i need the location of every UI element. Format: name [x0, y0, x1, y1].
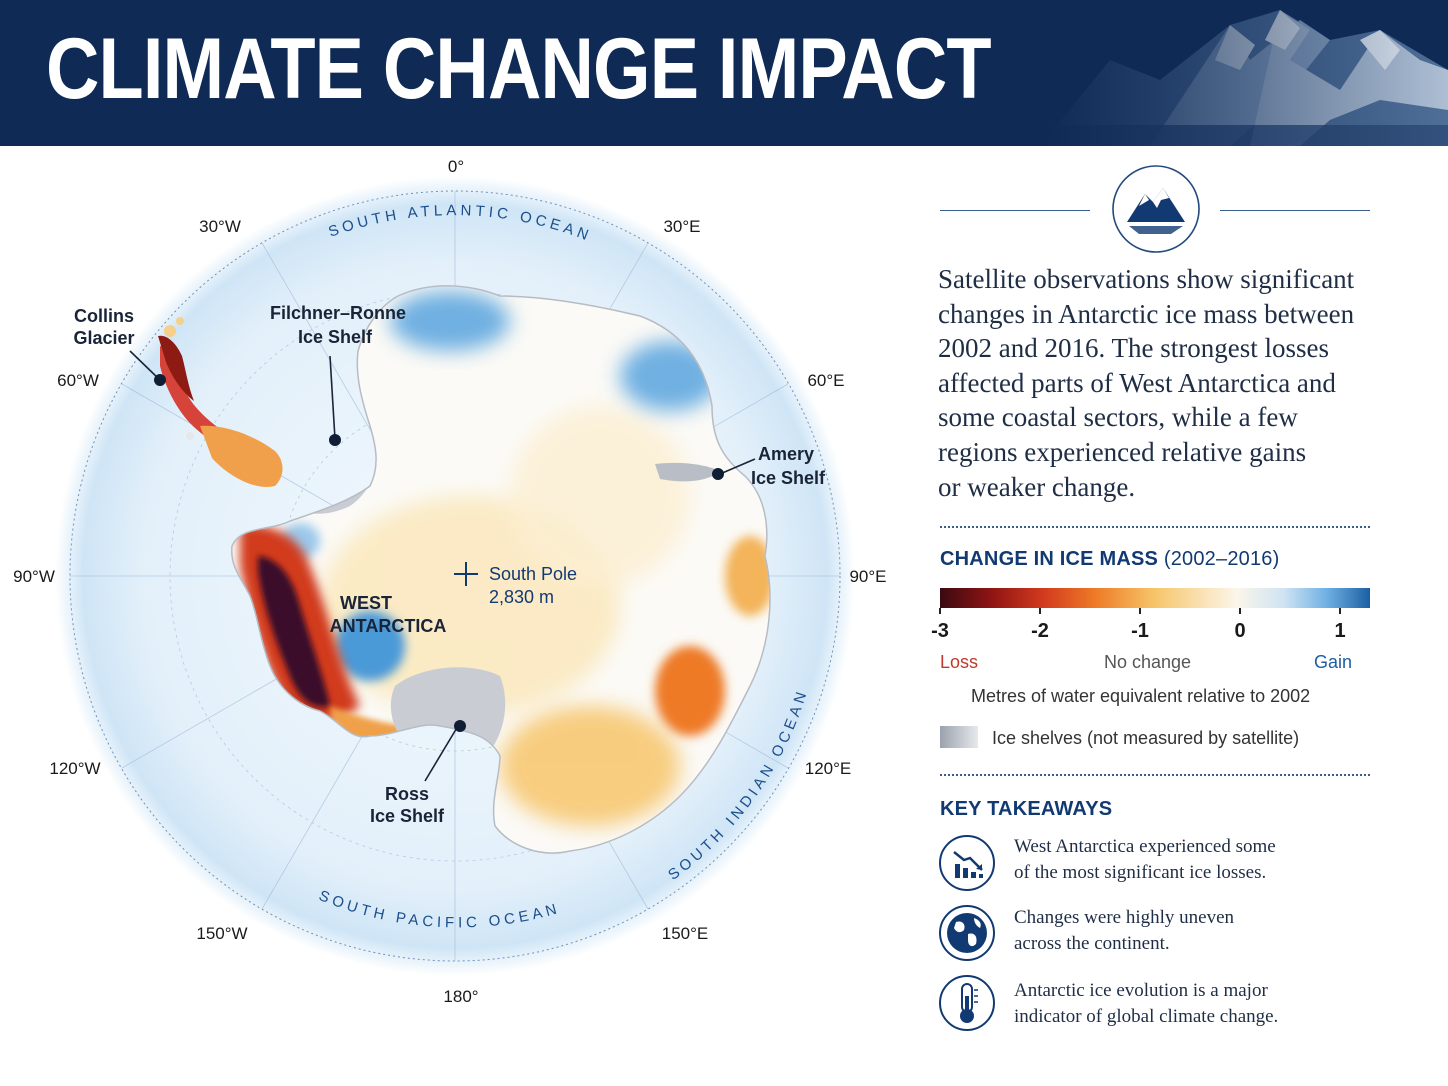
no-change-label: No change	[1104, 652, 1192, 672]
takeaway-line: West Antarctica experienced some	[1014, 836, 1276, 857]
collins-label-1: Collins	[74, 306, 134, 326]
takeaway-line: indicator of global climate change.	[1014, 1006, 1279, 1027]
collins-label-2: Glacier	[73, 328, 134, 348]
label-180: 180°	[443, 987, 478, 1006]
amery-marker	[712, 468, 724, 480]
antarctica-map: SOUTH ATLANTIC OCEAN SOUTH PACIFIC OCEAN…	[13, 157, 886, 1006]
mountain-iceberg-icon	[1112, 165, 1200, 253]
scale-tick	[1139, 608, 1141, 614]
west-label-1: WEST	[340, 593, 392, 613]
takeaway-2-text: Changes were highly uneven across the co…	[1014, 905, 1344, 957]
label-30w: 30°W	[199, 217, 241, 236]
takeaway-line: across the continent.	[1014, 933, 1170, 954]
thermometer-icon	[939, 975, 995, 1031]
filchner-label-2: Ice Shelf	[298, 327, 373, 347]
takeaway-line: Antarctic ice evolution is a major	[1014, 980, 1268, 1001]
antarctic-peninsula	[158, 317, 283, 487]
divider-left	[940, 210, 1090, 211]
label-60e: 60°E	[807, 371, 844, 390]
amery-shelf	[655, 462, 720, 482]
loss-label: Loss	[940, 652, 979, 672]
header-banner: CLIMATE CHANGE IMPACT	[0, 0, 1448, 146]
legend-title-text: CHANGE IN ICE MASS	[940, 548, 1159, 570]
dotted-divider	[940, 526, 1370, 528]
south-pole-cross-icon	[454, 562, 478, 586]
divider-right	[1220, 210, 1370, 211]
legend-title: CHANGE IN ICE MASS (2002–2016)	[940, 548, 1279, 571]
gain-label: Gain	[1314, 652, 1353, 672]
filchner-label-1: Filchner–Ronne	[270, 303, 406, 323]
intro-line: 2002 and 2016. The strongest losses	[938, 333, 1329, 364]
intro-line: or weaker change.	[938, 471, 1136, 502]
globe-icon	[939, 905, 995, 961]
ross-marker	[454, 720, 466, 732]
pole-label-2: 2,830 m	[489, 587, 554, 607]
scale-tick-label: -1	[1131, 620, 1149, 642]
intro-text: Satellite observations show significant …	[938, 262, 1378, 504]
legend-years: (2002–2016)	[1163, 548, 1280, 570]
label-90w: 90°W	[13, 567, 55, 586]
declining-bar-chart-icon	[939, 835, 995, 891]
label-120w: 120°W	[49, 759, 100, 778]
label-150e: 150°E	[662, 924, 709, 943]
scale-tick-label: 1	[1334, 620, 1346, 642]
label-0: 0°	[448, 157, 464, 176]
label-120e: 120°E	[805, 759, 852, 778]
intro-line: Satellite observations show significant	[938, 264, 1355, 294]
collins-marker	[154, 374, 166, 386]
antarctica-continent	[231, 285, 771, 854]
ross-label-2: Ice Shelf	[370, 806, 445, 826]
mountain-backdrop	[0, 0, 1448, 146]
intro-line: some coastal sectors, while a few	[938, 402, 1298, 433]
takeaway-3-text: Antarctic ice evolution is a major indic…	[1014, 978, 1344, 1030]
pole-label-1: South Pole	[489, 564, 577, 584]
label-60w: 60°W	[57, 371, 99, 390]
info-panel: Satellite observations show significant …	[931, 146, 1378, 1086]
amery-label-1: Amery	[758, 444, 814, 464]
scale-tick-label: 0	[1234, 620, 1246, 642]
intro-line: affected parts of West Antarctica and	[938, 367, 1336, 398]
takeaway-line: Changes were highly uneven	[1014, 907, 1235, 928]
label-90e: 90°E	[849, 567, 886, 586]
intro-line: changes in Antarctic ice mass between	[938, 298, 1355, 329]
intro-line: regions experienced relative gains	[938, 436, 1307, 467]
ross-label-1: Ross	[385, 784, 429, 804]
scale-tick-label: -3	[931, 620, 949, 642]
label-30e: 30°E	[663, 217, 700, 236]
label-150w: 150°W	[196, 924, 247, 943]
page-title: CLIMATE CHANGE IMPACT	[46, 21, 992, 117]
amery-label-2: Ice Shelf	[751, 468, 826, 488]
color-scale-bar	[940, 588, 1370, 608]
scale-tick	[1339, 608, 1341, 614]
scale-tick	[1039, 608, 1041, 614]
takeaway-1-text: West Antarctica experienced some of the …	[1014, 834, 1344, 886]
dotted-divider	[940, 774, 1370, 776]
scale-tick-label: -2	[1031, 620, 1049, 642]
west-label-2: ANTARCTICA	[330, 616, 447, 636]
takeaways-title: KEY TAKEAWAYS	[940, 798, 1113, 820]
filchner-marker	[329, 434, 341, 446]
unit-label: Metres of water equivalent relative to 2…	[971, 686, 1311, 706]
takeaway-line: of the most significant ice losses.	[1014, 862, 1267, 883]
coastline	[231, 285, 771, 854]
ice-shelf-swatch	[940, 726, 978, 748]
scale-tick	[939, 608, 941, 614]
scale-tick	[1239, 608, 1241, 614]
ice-shelf-label: Ice shelves (not measured by satellite)	[992, 728, 1300, 748]
